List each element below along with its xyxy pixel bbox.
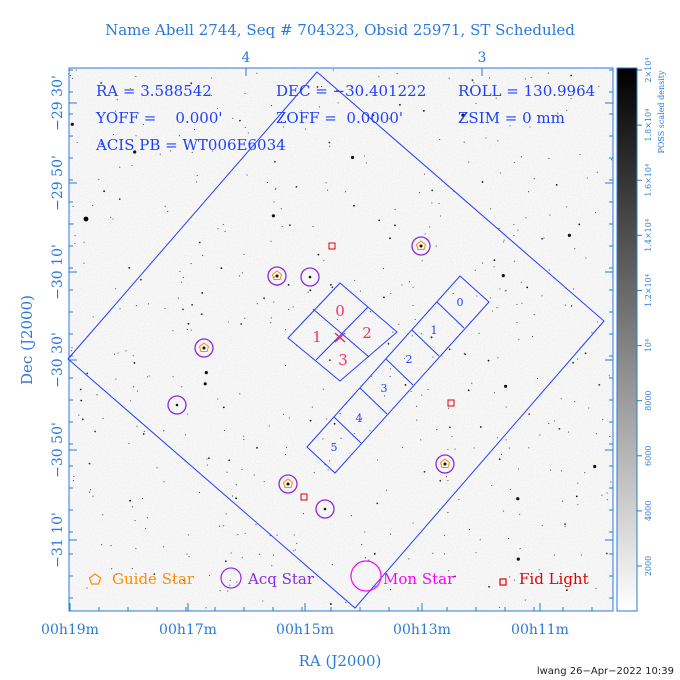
legend-mon-label: Mon Star (383, 570, 455, 588)
x-tick-label: 00h11m (511, 622, 569, 638)
acis-s-divider-5 (333, 416, 362, 444)
acis-s-divider-1 (436, 301, 465, 329)
colorbar-tick-label: 6000 (644, 446, 653, 466)
colorbar-tick-label: 4000 (644, 501, 653, 521)
x-tick-label: 00h19m (41, 622, 99, 638)
x-tick-label: 00h13m (393, 622, 451, 638)
acis-i-divider-b (315, 306, 369, 361)
guide-star (435, 454, 455, 474)
aimpoint-marker (334, 332, 346, 343)
legend-acq-label: Acq Star (247, 570, 315, 588)
colorbar (616, 67, 638, 612)
colorbar-tick-label: 8000 (644, 390, 653, 410)
plot-title: Name Abell 2744, Seq # 704323, Obsid 259… (105, 21, 575, 39)
acis-s-divider-3 (385, 358, 414, 386)
guide-star (278, 474, 298, 494)
colorbar-tick-label: 10⁴ (644, 339, 653, 352)
acis-s-divider-4 (359, 387, 388, 415)
param-dec: DEC = −30.401222 (276, 82, 426, 100)
guide-star (267, 266, 287, 286)
guide-star (194, 338, 214, 358)
acis-s-label-0: 0 (457, 296, 464, 309)
acq-star (167, 395, 187, 415)
plot-frame (68, 67, 614, 612)
acq-star (315, 499, 335, 519)
acis-s-divider-2 (411, 329, 440, 357)
top-tick-label: 4 (242, 50, 251, 66)
acis-s-label-3: 3 (381, 382, 388, 395)
colorbar-label: POSS scaled density (657, 70, 666, 154)
acq-star (300, 267, 320, 287)
colorbar-tick-label: 2×10⁴ (644, 57, 653, 82)
guide-star (411, 236, 431, 256)
acis-i-label-1: 1 (312, 328, 322, 346)
acis-s-array (306, 275, 490, 474)
star-markers (167, 236, 455, 519)
acis-s-label-2: 2 (406, 353, 413, 366)
x-tick-label: 00h17m (159, 622, 217, 638)
y-tick-label: −31 10' (50, 512, 66, 568)
acis-i-array (287, 282, 398, 382)
param-roll: ROLL = 130.9964 (458, 82, 595, 100)
param-zoff: ZOFF = 0.0000' (276, 109, 403, 127)
y-tick-label: −29 30' (50, 75, 66, 131)
acis-i-label-3: 3 (338, 351, 348, 369)
y-axis-label: Dec (J2000) (18, 295, 36, 385)
frame-ticks (69, 68, 613, 611)
legend: Guide Star Acq Star Mon Star Fid Light (88, 560, 589, 592)
y-tick-label: −30 10' (50, 244, 66, 300)
fid-light (328, 242, 336, 250)
acis-s-label-1: 1 (431, 324, 438, 337)
param-yoff: YOFF = 0.000' (95, 109, 223, 127)
credit-stamp: lwang 26−Apr−2022 10:39 (536, 666, 674, 677)
colorbar-tick-label: 1.4×10⁴ (644, 219, 653, 252)
sky-image (69, 68, 613, 611)
mon-star-legend-icon (350, 560, 382, 592)
fov-boundary (67, 71, 605, 609)
y-tick-label: −30 50' (50, 422, 66, 478)
acq-star-legend-icon (220, 567, 242, 589)
colorbar-tick-label: 1.2×10⁴ (644, 274, 653, 307)
legend-fid-label: Fid Light (519, 570, 589, 588)
y-tick-label: −30 30' (50, 332, 66, 388)
field-overlay (67, 71, 605, 609)
y-tick-label: −29 50' (50, 155, 66, 211)
fid-light-legend-icon (499, 578, 507, 586)
legend-guide-label: Guide Star (112, 570, 195, 588)
param-ra: RA = 3.588542 (96, 82, 212, 100)
fid-light (300, 493, 308, 501)
colorbar-tick-label: 2000 (644, 556, 653, 576)
acis-s-label-4: 4 (356, 412, 363, 425)
y-tick-labels: −29 30' −29 50' −30 10' −30 30' −30 50' … (50, 75, 66, 568)
colorbar-tick-label: 1.6×10⁴ (644, 164, 653, 197)
acis-i-label-2: 2 (362, 324, 372, 342)
colorbar-ticks: 2000 4000 6000 8000 10⁴ 1.2×10⁴ 1.4×10⁴ 1.6×10⁴… (637, 57, 653, 576)
x-tick-label: 00h15m (276, 622, 334, 638)
x-tick-labels: 00h19m 00h17m 00h15m 00h13m 00h11m (41, 622, 569, 638)
param-acis: ACIS PB = WT006E6034 (95, 136, 286, 154)
x-axis-label: RA (J2000) (299, 652, 382, 670)
guide-star-legend-icon (88, 573, 102, 585)
fid-light (447, 399, 455, 407)
acis-i-label-0: 0 (335, 302, 345, 320)
acis-i-divider-a (312, 308, 370, 358)
param-zsim: ZSIM = 0 mm (458, 109, 565, 127)
background-stars (69, 69, 613, 609)
parameter-block: RA = 3.588542 DEC = −30.401222 ROLL = 13… (95, 82, 595, 154)
colorbar-tick-label: 1.8×10⁴ (644, 109, 653, 142)
top-tick-label: 3 (478, 50, 487, 66)
acis-s-label-5: 5 (331, 441, 338, 454)
